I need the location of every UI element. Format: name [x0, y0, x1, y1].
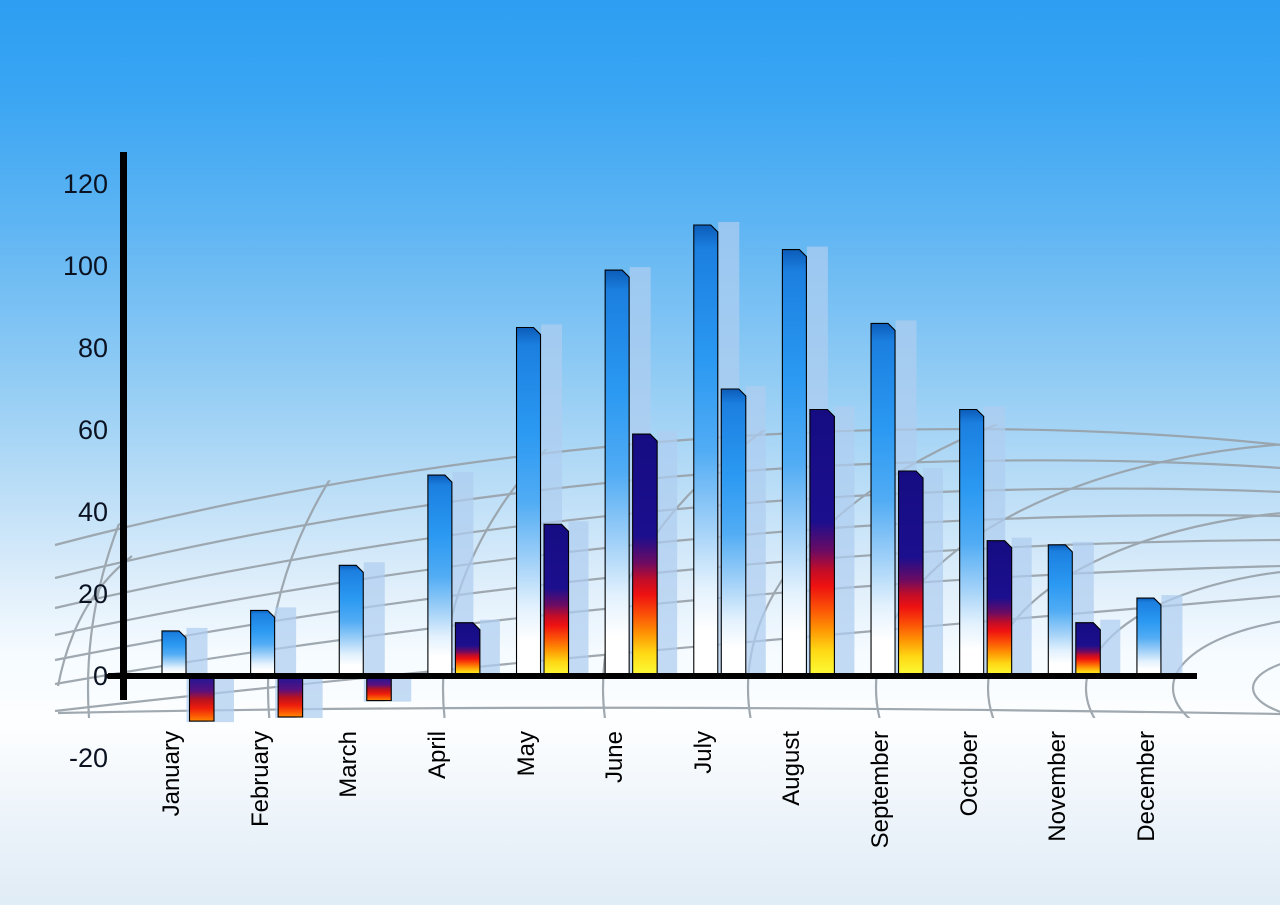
x-axis-label-september: September: [867, 731, 894, 849]
bar-series1-august: [781, 249, 807, 678]
bar-series2-july: [720, 388, 747, 678]
bar-series1-november: [1047, 544, 1073, 678]
y-axis-label-80: 80: [77, 333, 108, 363]
x-axis-label-december: December: [1133, 731, 1160, 842]
bar-echo-series2: [657, 431, 678, 676]
y-axis-label-0: 0: [92, 661, 108, 691]
bar-series2-june: [632, 433, 658, 678]
bar-echo-series2: [923, 468, 944, 676]
bar-echo-series2: [302, 678, 323, 718]
bar-series2-march: [366, 677, 392, 702]
x-axis-label-january: January: [158, 731, 185, 817]
bars-group: [161, 222, 1183, 723]
bar-series1-july: [693, 224, 719, 678]
bar-series1-february: [250, 609, 276, 678]
bar-echo-series2: [391, 678, 412, 702]
x-axis-line: [108, 673, 1197, 679]
bar-series1-october: [959, 408, 985, 678]
bar-series2-october: [986, 540, 1013, 678]
y-axis-label-120: 120: [62, 169, 108, 199]
bar-series2-february: [277, 677, 304, 718]
x-axis-label-april: April: [424, 731, 451, 780]
bar-series2-april: [454, 622, 481, 678]
x-axis-label-october: October: [956, 731, 983, 817]
bar-series1-january: [161, 630, 187, 678]
bar-series2-november: [1075, 622, 1101, 678]
x-axis-label-february: February: [247, 731, 274, 828]
bar-series1-may: [515, 326, 542, 678]
x-axis-label-november: November: [1044, 731, 1071, 842]
bar-series1-march: [338, 564, 364, 678]
x-axis-label-may: May: [513, 731, 540, 777]
y-axis-label-20: 20: [77, 579, 108, 609]
bar-series1-december: [1136, 597, 1162, 678]
y-axis-label-40: 40: [77, 497, 108, 527]
x-axis-label-july: July: [690, 731, 717, 774]
bar-echo-series2: [834, 406, 855, 676]
bar-series2-january: [188, 677, 215, 722]
x-axis-label-august: August: [778, 731, 805, 806]
bar-echo-series2: [1100, 619, 1121, 676]
axes: [106, 152, 1197, 700]
bar-echo-series2: [479, 619, 500, 676]
bar-series1-april: [427, 474, 453, 678]
bar-echo-series2: [214, 678, 234, 723]
bar-echo-series1: [363, 562, 385, 702]
bar-series1-september: [870, 322, 896, 678]
bar-series2-september: [897, 470, 924, 678]
y-axis-label-100: 100: [62, 251, 108, 281]
x-axis-label-june: June: [601, 731, 628, 784]
bar-echo-series2: [745, 386, 766, 676]
bar-series2-august: [809, 408, 835, 678]
y-axis-line: [120, 152, 127, 700]
bar-echo-series2: [568, 521, 589, 676]
bar-echo-series1: [1161, 595, 1183, 676]
x-axis-label-march: March: [335, 731, 362, 798]
bar-series1-june: [604, 269, 630, 678]
bar-echo-series2: [1011, 537, 1032, 676]
zero-tick: [106, 674, 122, 679]
y-axis-label-60: 60: [77, 415, 108, 445]
y-axis-label-neg20: -20: [68, 743, 108, 773]
bar-series2-may: [543, 523, 570, 678]
